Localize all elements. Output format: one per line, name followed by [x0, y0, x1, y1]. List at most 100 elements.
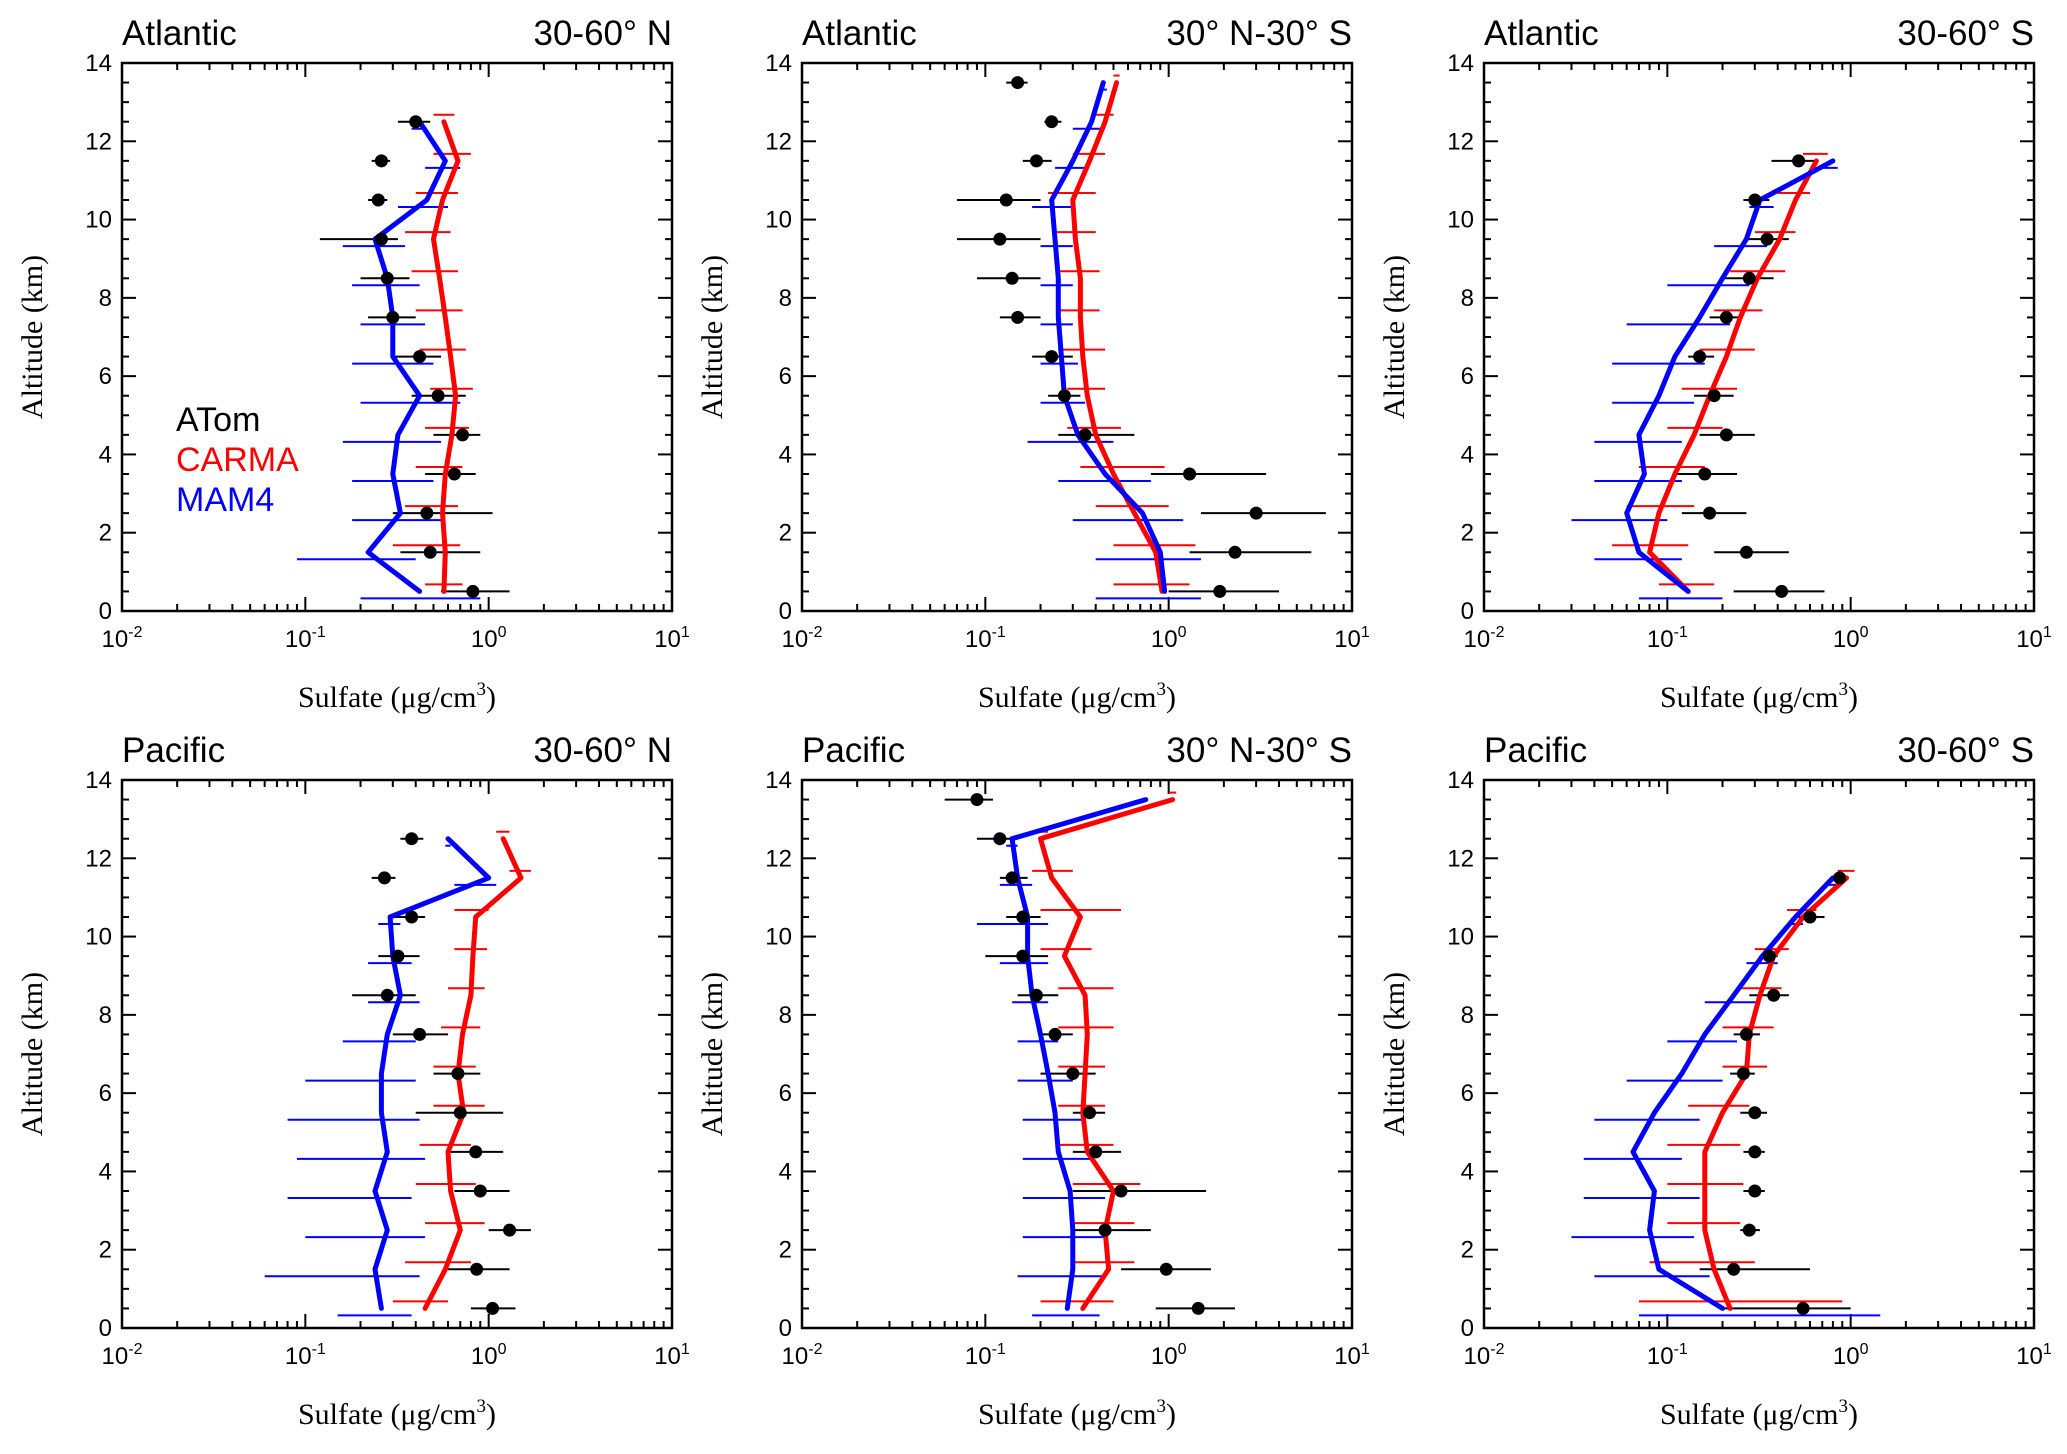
x-axis-label: Sulfate (μg/cm3) [1660, 679, 1858, 714]
latband-title: 30° N-30° S [1166, 14, 1352, 53]
atom-data-point [999, 193, 1013, 207]
region-title: Pacific [802, 731, 905, 770]
atom-data-point [371, 193, 385, 207]
plot-frame [1482, 61, 2036, 613]
atom-data-point [1742, 271, 1756, 285]
y-tick-label: 2 [779, 520, 792, 547]
atom-data-point [380, 988, 394, 1002]
carma-series-line [1702, 875, 1850, 1311]
y-tick-label: 2 [1461, 520, 1474, 547]
atom-data-point [456, 428, 470, 442]
y-axis-label: Altitude (km) [16, 972, 49, 1136]
mam4-series-line [1624, 158, 1836, 594]
x-tick-label: 100 [471, 624, 507, 653]
latband-title: 30-60° N [533, 731, 672, 770]
atom-data-point [1796, 1301, 1810, 1315]
y-tick-label: 14 [1447, 767, 1474, 794]
atom-data-point [413, 350, 427, 364]
y-tick-label: 4 [99, 441, 112, 468]
x-tick-label: 10-1 [285, 624, 326, 653]
y-tick-label: 2 [1461, 1237, 1474, 1264]
carma-series-line [431, 119, 461, 594]
y-axis-label: Altitude (km) [1378, 255, 1411, 419]
atom-data-point [1833, 871, 1847, 885]
mam4-series-line [1630, 875, 1836, 1311]
x-tick-label: 100 [1833, 624, 1869, 653]
x-tick-label: 10-2 [102, 624, 143, 653]
atom-data-point [431, 389, 445, 403]
atom-data-point [1775, 584, 1789, 598]
y-tick-label: 6 [1461, 363, 1474, 390]
region-title: Atlantic [1484, 14, 1599, 53]
atom-data-point [1005, 271, 1019, 285]
x-tick-label: 101 [2016, 624, 2052, 653]
atom-data-point [451, 1067, 465, 1081]
y-tick-label: 0 [1461, 598, 1474, 625]
y-tick-label: 0 [779, 598, 792, 625]
y-tick-label: 12 [765, 128, 792, 155]
legend-entry-carma: CARMA [176, 441, 299, 479]
y-tick-label: 0 [1461, 1315, 1474, 1342]
y-tick-label: 4 [779, 441, 792, 468]
atom-data-point [420, 506, 434, 520]
atom-data-point [1703, 506, 1717, 520]
chart-panel: 0 2 4 6 8 10 12 14 10-2 10-1 100 101 Sulfate (μg/cm3… [16, 731, 690, 1431]
region-title: Atlantic [802, 14, 917, 53]
y-tick-label: 2 [99, 1237, 112, 1264]
x-tick-label: 101 [2016, 1341, 2052, 1370]
y-tick-label: 12 [765, 845, 792, 872]
atom-data-point [1066, 1067, 1080, 1081]
atom-data-point [1029, 988, 1043, 1002]
atom-data-point [1736, 1067, 1750, 1081]
y-tick-label: 4 [779, 1158, 792, 1185]
atom-data-point [1016, 910, 1030, 924]
atom-data-point [1719, 428, 1733, 442]
atom-data-point [486, 1301, 500, 1315]
y-tick-label: 8 [779, 285, 792, 312]
legend-entry-atom: ATom [176, 401, 260, 439]
y-tick-label: 8 [99, 1002, 112, 1029]
y-tick-label: 10 [85, 924, 112, 951]
atom-data-point [1011, 76, 1025, 90]
x-tick-label: 101 [1334, 1341, 1370, 1370]
legend-entry-mam4: MAM4 [176, 481, 274, 519]
chart-panel: 0 2 4 6 8 10 12 14 10-2 10-1 100 101 Sulfate (μg/cm3… [1378, 14, 2052, 714]
latband-title: 30° N-30° S [1166, 731, 1352, 770]
atom-data-point [1114, 1184, 1128, 1198]
chart-panel: 0 2 4 6 8 10 12 14 10-2 10-1 100 101 Sulfate (μg/cm3… [696, 14, 1370, 714]
atom-data-point [1048, 1027, 1062, 1041]
atom-data-point [470, 1262, 484, 1276]
y-tick-label: 8 [1461, 285, 1474, 312]
y-tick-label: 6 [99, 1080, 112, 1107]
y-tick-label: 0 [779, 1315, 792, 1342]
x-tick-label: 10-2 [1464, 1341, 1505, 1370]
y-axis-label: Altitude (km) [16, 255, 49, 419]
atom-data-point [1767, 988, 1781, 1002]
y-tick-label: 10 [765, 924, 792, 951]
carma-series-line [1647, 158, 1819, 594]
mam4-series-line [1049, 80, 1168, 594]
y-tick-label: 12 [1447, 128, 1474, 155]
y-axis-label: Altitude (km) [696, 255, 729, 419]
atom-data-point [970, 793, 984, 807]
x-axis-label: Sulfate (μg/cm3) [298, 1396, 496, 1431]
x-tick-label: 10-2 [782, 624, 823, 653]
y-tick-label: 10 [765, 207, 792, 234]
atom-data-point [380, 271, 394, 285]
x-tick-label: 101 [1334, 624, 1370, 653]
x-tick-label: 101 [654, 1341, 690, 1370]
atom-data-point [503, 1223, 517, 1237]
plot-frame [800, 61, 1354, 613]
mam4-series-line [1009, 797, 1149, 1311]
atom-data-point [1719, 310, 1733, 324]
atom-data-point [1748, 1106, 1762, 1120]
x-tick-label: 10-1 [965, 624, 1006, 653]
y-tick-label: 2 [99, 520, 112, 547]
atom-data-point [1159, 1262, 1173, 1276]
x-axis-label: Sulfate (μg/cm3) [978, 679, 1176, 714]
atom-data-point [423, 545, 437, 559]
y-tick-label: 4 [99, 1158, 112, 1185]
atom-data-point [374, 232, 388, 246]
